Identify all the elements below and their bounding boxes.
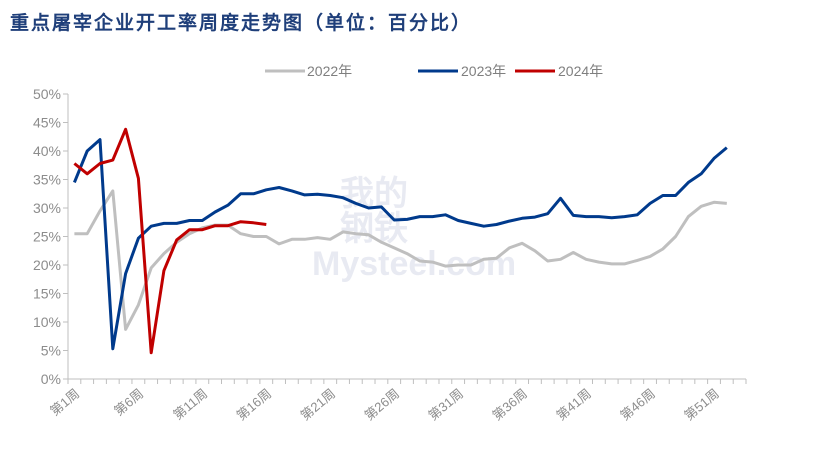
y-tick-label: 35%	[33, 172, 61, 188]
y-tick-label: 20%	[33, 257, 61, 273]
x-tick-label: 第26周	[361, 386, 402, 424]
x-tick-label: 第36周	[489, 386, 530, 424]
y-tick-label: 30%	[33, 200, 61, 216]
y-tick-label: 0%	[41, 371, 61, 387]
x-tick-label: 第41周	[553, 386, 594, 424]
x-tick-label: 第1周	[47, 386, 82, 419]
x-tick-label: 第16周	[234, 386, 275, 424]
y-tick-label: 25%	[33, 229, 61, 245]
x-tick-label: 第6周	[111, 386, 146, 419]
x-tick-label: 第31周	[425, 386, 466, 424]
legend-item-label: 2022年	[307, 63, 352, 79]
x-tick-label: 第21周	[298, 386, 339, 424]
chart-title: 重点屠宰企业开工率周度走势图（单位：百分比）	[10, 12, 473, 34]
y-tick-label: 5%	[41, 343, 61, 359]
series-line-2024年	[73, 127, 267, 355]
series-line-2022年	[74, 189, 727, 331]
y-axis: 0% 5% 10% 15% 20% 25% 30% 35% 40% 45% 50%	[33, 86, 69, 387]
series-lines	[73, 127, 728, 355]
y-tick-label: 15%	[33, 286, 61, 302]
legend-item-label: 2024年	[558, 63, 603, 79]
x-axis: 第1周 第6周 第11周 第16周 第21周 第26周 第31周 第36周 第41周 第46周 第5…	[47, 378, 747, 424]
y-tick-label: 45%	[33, 115, 61, 131]
legend: 2022年 2023年 2024年	[265, 63, 603, 79]
y-tick-label: 10%	[33, 314, 61, 330]
x-tick-label: 第51周	[681, 386, 722, 424]
x-tick-label: 第46周	[617, 386, 658, 424]
watermark-text: Mysteel.com	[312, 245, 516, 283]
y-tick-label: 50%	[33, 86, 61, 102]
y-tick-label: 40%	[33, 143, 61, 159]
watermark-text: 钢铁	[340, 210, 408, 248]
legend-item-label: 2023年	[461, 63, 506, 79]
series-line-2023年	[73, 138, 728, 351]
x-tick-label: 第11周	[170, 386, 210, 423]
